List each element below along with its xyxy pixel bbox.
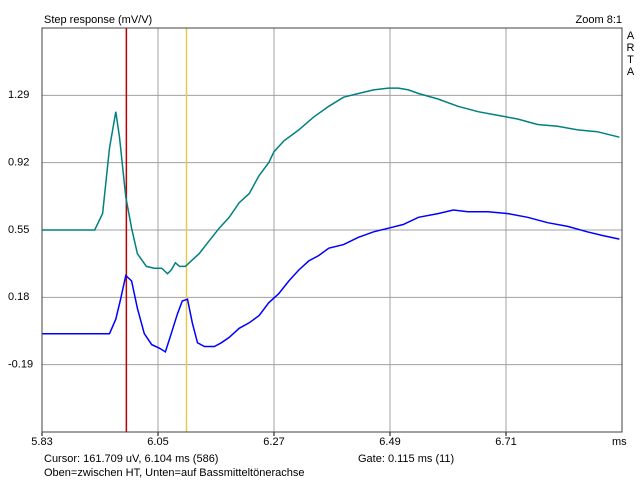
response-line	[42, 209, 620, 354]
y-tick-label: -0.19	[8, 359, 33, 371]
x-tick-label: 6.27	[263, 436, 284, 448]
response-line	[42, 87, 620, 275]
side-label: ARTA	[626, 30, 635, 78]
chart-title: Step response (mV/V)	[44, 14, 152, 26]
y-tick-label: 1.29	[8, 89, 29, 101]
x-tick-label: 6.71	[495, 436, 516, 448]
gate-readout: Gate: 0.115 ms (11)	[358, 453, 454, 465]
cursor-readout: Cursor: 161.709 uV, 6.104 ms (586)	[44, 453, 218, 465]
x-tick-label: 5.83	[31, 436, 52, 448]
zoom-label: Zoom 8:1	[576, 14, 622, 26]
plot-border	[41, 27, 623, 433]
x-unit: ms	[612, 436, 627, 448]
x-tick-label: 6.49	[379, 436, 400, 448]
y-tick-label: 0.18	[8, 291, 29, 303]
note: Oben=zwischen HT, Unten=auf Bassmitteltö…	[44, 467, 304, 479]
y-tick-label: 0.55	[8, 224, 29, 236]
x-tick-label: 6.05	[147, 436, 168, 448]
y-tick-label: 0.92	[8, 157, 29, 169]
